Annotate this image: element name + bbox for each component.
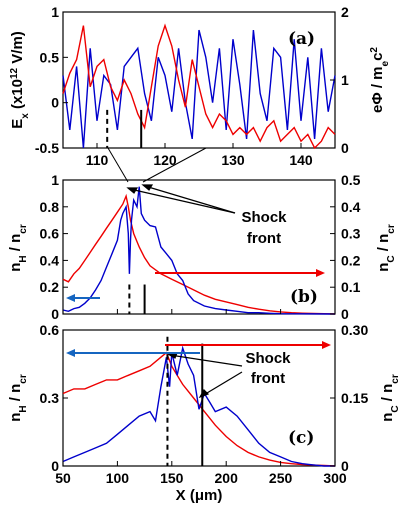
panel-a-y2tick-label-0: 0: [341, 140, 349, 156]
panel-b-arrowhead-1: [126, 187, 139, 194]
panel-a-xtick-label-0: 110: [86, 152, 109, 168]
panel-b-label: (b): [290, 287, 318, 307]
panel-c-annotation-line1: Shock: [245, 350, 291, 367]
panel-b-ylabel-right: nC / ncr: [375, 224, 397, 272]
panel-c-ylabel-left: nH / ncr: [7, 374, 29, 422]
panel-a-label: (a): [288, 29, 315, 49]
panel-c-label: (c): [288, 428, 314, 448]
panel-a-xtick-label-2: 130: [221, 152, 245, 168]
panel-b-annotation-line2: front: [247, 230, 281, 247]
panel-a-y2tick-label-2: 2: [341, 4, 349, 20]
panel-b-series-1: [62, 186, 336, 315]
panel-c-xtick-label-2: 150: [160, 470, 184, 486]
panel-b-y2tick-label-4: 0.4: [341, 199, 361, 215]
panel-b-y2tick-label-0: 0: [341, 306, 349, 322]
panel-b-ytick-label-5: 1: [51, 172, 59, 188]
panel-b-ytick-label-2: 0.4: [40, 252, 60, 268]
panel-b-arrow-2: [144, 185, 236, 214]
panel-a-ytick-label-2: 0.5: [40, 49, 60, 65]
panel-b-y2tick-label-3: 0.3: [341, 226, 361, 242]
panel-c-series-0: [62, 351, 336, 467]
shock-arrows: [126, 184, 243, 399]
panel-c-y2tick-label-1: 0.15: [341, 390, 368, 406]
panel-b-y2tick-label-2: 0.2: [341, 252, 361, 268]
panel-a-ylabel-right: eΦ / mec2: [369, 47, 391, 113]
panel-c-xtick-label-0: 50: [55, 470, 71, 486]
panel-b-blue-arrowhead: [66, 294, 75, 302]
panel-b-ylabel-left: nH / ncr: [7, 224, 29, 272]
panel-b-direction-arrows: [66, 269, 325, 302]
panel-b-ytick-label-1: 0.2: [40, 279, 60, 295]
panel-b-frame: [62, 179, 336, 315]
panel-c-arrow-1: [169, 354, 243, 367]
panel-c-xtick-label-4: 250: [269, 470, 293, 486]
panel-c-xtick-label-1: 100: [106, 470, 130, 486]
panel-c-ytick-label-0: 0: [51, 458, 59, 474]
panel-c-ytick-label-2: 0.6: [40, 322, 60, 338]
panel-c-red-arrowhead: [322, 341, 331, 349]
connector-dashed: [107, 147, 129, 183]
panel-b-series-0: [62, 193, 336, 315]
panel-c-y2tick-label-2: 0.30: [341, 322, 368, 338]
panel-b-ytick-label-0: 0: [51, 306, 59, 322]
panel-a-y2tick-label-1: 1: [341, 72, 349, 88]
panel-c-direction-arrows: [66, 341, 331, 357]
panel-a-ytick-label-3: 1: [51, 4, 59, 20]
panel-c-series-1: [62, 345, 335, 467]
panel-c-ylabel-right: nC / ncr: [379, 374, 401, 422]
panel-b-y2tick-label-1: 0.1: [341, 279, 361, 295]
panel-a-xtick-label-3: 140: [289, 152, 313, 168]
panel-b-red-arrowhead: [316, 269, 325, 277]
connector-lines: [107, 147, 207, 183]
panel-a-ytick-label-1: 0: [51, 95, 59, 111]
panel-b-ytick-label-3: 0.6: [40, 226, 60, 242]
panel-c-arrowhead-2: [198, 389, 210, 399]
panel-a-ytick-label-0: -0.5: [35, 140, 59, 156]
panel-c-arrow-2: [201, 371, 243, 397]
panel-b-arrow-1: [129, 188, 236, 214]
panel-a-series-0: [62, 29, 336, 149]
x-axis-label: X (μm): [176, 487, 223, 504]
panel-c-y2tick-label-0: 0: [341, 458, 349, 474]
panel-c-ytick-label-1: 0.3: [40, 390, 60, 406]
panel-c-xtick-label-3: 200: [215, 470, 239, 486]
panel-b-ytick-label-4: 0.8: [40, 199, 60, 215]
panel-b-y2tick-label-5: 0.5: [341, 172, 361, 188]
panel-c-annotation-line2: front: [251, 370, 285, 387]
panel-a-ylabel-left: Ex (x1012 V/m): [9, 31, 31, 129]
panel-b-arrowhead-2: [141, 184, 154, 191]
panel-a-xtick-label-1: 120: [153, 152, 177, 168]
connector-solid: [142, 147, 207, 183]
panel-a-series-1: [62, 23, 336, 150]
panel-c-xtick-label-5: 300: [323, 470, 347, 486]
panel-c-blue-arrowhead: [66, 349, 75, 357]
panel-b-annotation-line1: Shock: [241, 209, 287, 226]
